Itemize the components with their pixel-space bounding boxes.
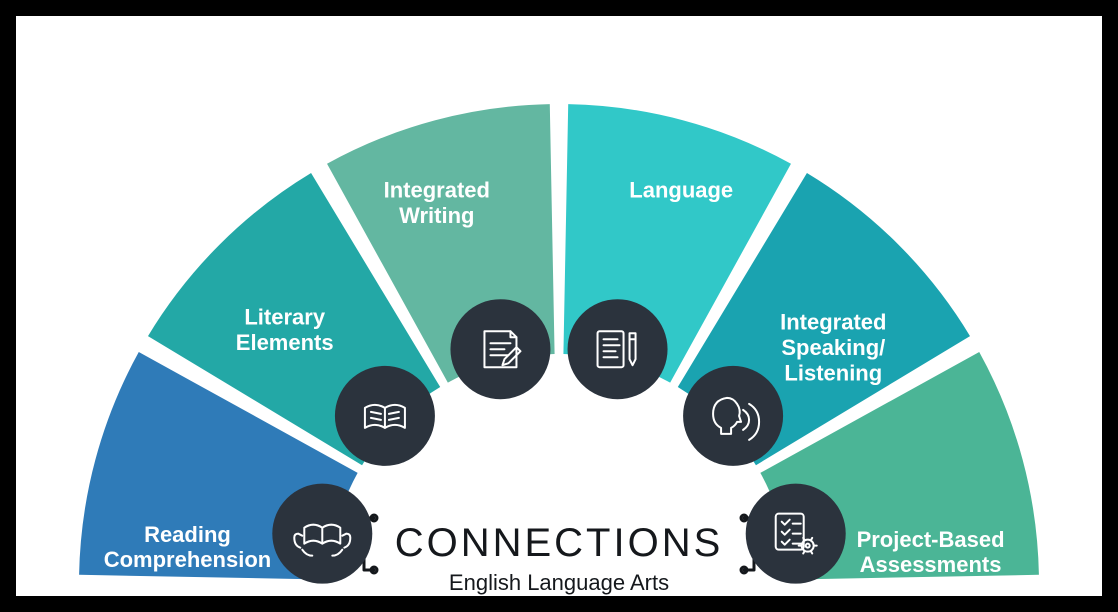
document-pen-icon [568, 299, 668, 399]
outer-frame: ReadingComprehensionLiteraryElementsInte… [0, 0, 1118, 612]
checklist-gear-icon [746, 484, 846, 584]
segment-label-3: Language [629, 177, 733, 202]
center-subtitle: English Language Arts [449, 570, 669, 595]
notepad-pencil-icon [450, 299, 550, 399]
segment-label-1: LiteraryElements [236, 305, 334, 355]
hands-book-icon [272, 484, 372, 584]
segment-label-5: Project-BasedAssessments [857, 527, 1005, 577]
open-book-icon [335, 366, 435, 466]
segment-label-2: IntegratedWriting [384, 177, 490, 227]
center-title: CONNECTIONS [395, 521, 724, 565]
segments-group: ReadingComprehensionLiteraryElementsInte… [79, 104, 1039, 579]
speak-listen-icon [683, 366, 783, 466]
segment-label-4: IntegratedSpeaking/Listening [780, 310, 886, 386]
diagram-stage: ReadingComprehensionLiteraryElementsInte… [39, 84, 1079, 612]
arc-infographic-svg: ReadingComprehensionLiteraryElementsInte… [39, 84, 1079, 612]
center-title-group: CONNECTIONS English Language Arts [364, 515, 754, 595]
